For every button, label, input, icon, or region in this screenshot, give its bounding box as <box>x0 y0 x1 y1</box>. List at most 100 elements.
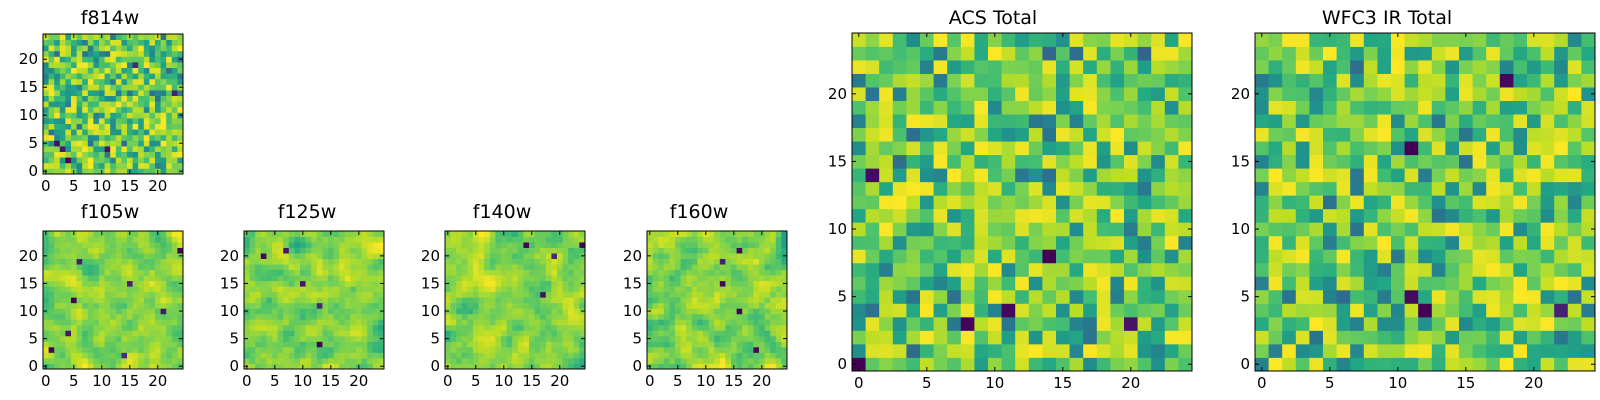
f140w-cell-10-9 <box>501 313 507 320</box>
f125w-cell-14-13 <box>322 291 329 298</box>
f105w-cell-4-19 <box>65 258 72 265</box>
wfc3-ir-total-cell-15-5 <box>1459 289 1473 304</box>
f140w-cell-0-7 <box>445 324 451 331</box>
f125w-cell-8-5 <box>288 335 295 342</box>
f814w-cell-11-21 <box>104 50 111 57</box>
f140w-cell-10-14 <box>501 286 507 293</box>
acs-total-cell-8-14 <box>960 168 975 183</box>
acs-total-cell-13-6 <box>1028 276 1043 291</box>
acs-total-axes-frame <box>851 32 1193 372</box>
f140w-cell-10-2 <box>501 352 507 359</box>
f160w-cell-16-1 <box>736 357 743 364</box>
f160w-cell-13-4 <box>719 341 726 348</box>
f814w-cell-0-6 <box>43 134 49 141</box>
f105w-cell-10-17 <box>99 269 105 276</box>
f814w-cell-13-12 <box>115 101 122 108</box>
acs-total-cell-16-6 <box>1069 276 1084 291</box>
wfc3-ir-total-cell-1-21 <box>1268 73 1283 88</box>
f140w-cell-23-20 <box>573 253 580 259</box>
f814w-cell-20-19 <box>155 62 161 68</box>
f105w-cell-18-22 <box>143 242 150 248</box>
acs-total-cell-20-24 <box>1124 33 1138 47</box>
f105w-cell-18-0 <box>143 363 150 370</box>
f105w-xtick-label-0: 0 <box>41 372 51 390</box>
f105w-cell-22-11 <box>166 302 173 309</box>
f160w-cell-17-16 <box>742 275 749 282</box>
wfc3-ir-total-cell-5-1 <box>1323 343 1337 358</box>
f140w-cell-7-14 <box>484 286 491 293</box>
f160w-cell-6-20 <box>680 253 687 259</box>
f140w-cell-7-8 <box>484 319 491 326</box>
wfc3-ir-total-cell-17-1 <box>1486 343 1501 358</box>
f125w-cell-12-23 <box>311 236 318 243</box>
f105w-cell-12-2 <box>110 352 117 359</box>
f125w-cell-19-1 <box>350 357 357 364</box>
f105w-cell-14-13 <box>121 291 128 298</box>
f160w-cell-22-23 <box>770 236 777 243</box>
f160w-cell-4-12 <box>669 297 676 304</box>
f125w-cell-6-4 <box>277 341 284 348</box>
f140w-cell-3-0 <box>461 363 468 370</box>
f105w-cell-9-7 <box>93 324 100 331</box>
acs-total-cell-15-18 <box>1056 114 1070 129</box>
f125w-cell-23-2 <box>372 352 379 359</box>
f105w-cell-21-24 <box>160 231 167 237</box>
f125w-cell-18-19 <box>344 258 351 265</box>
f140w-cell-19-14 <box>551 286 558 293</box>
f125w-cell-23-11 <box>372 302 379 309</box>
acs-total-cell-18-21 <box>1096 73 1111 88</box>
f160w-cell-22-11 <box>770 302 777 309</box>
f125w-cell-14-0 <box>322 363 329 370</box>
f125w-cell-15-23 <box>328 236 334 243</box>
acs-total-cell-9-10 <box>974 222 989 237</box>
acs-total-cell-12-7 <box>1015 262 1030 277</box>
f140w-cell-1-7 <box>450 324 457 331</box>
f125w-cell-10-15 <box>300 280 306 287</box>
f814w-cell-0-18 <box>43 67 49 74</box>
f125w-cell-6-14 <box>277 286 284 293</box>
acs-total-cell-9-1 <box>974 343 989 358</box>
f125w-cell-21-17 <box>361 269 368 276</box>
f140w-cell-3-1 <box>461 357 468 364</box>
f140w-cell-19-22 <box>551 242 558 248</box>
acs-total-cell-12-9 <box>1015 235 1030 250</box>
f105w-cell-1-8 <box>48 319 55 326</box>
f105w-cell-2-7 <box>54 324 61 331</box>
f105w-cell-19-9 <box>149 313 156 320</box>
f814w-cell-22-9 <box>166 118 173 124</box>
f125w-cell-16-5 <box>333 335 340 342</box>
f814w-cell-16-5 <box>132 140 139 147</box>
f814w-cell-24-4 <box>177 146 184 152</box>
f125w-cell-13-4 <box>316 341 323 348</box>
f125w-cell-19-17 <box>350 269 357 276</box>
f160w-cell-5-18 <box>675 264 681 271</box>
f125w-cell-7-19 <box>283 258 290 265</box>
f160w-cell-6-21 <box>680 247 687 254</box>
f125w-cell-21-10 <box>361 308 368 315</box>
acs-total-cell-13-16 <box>1028 141 1043 156</box>
f125w-cell-3-15 <box>260 280 267 287</box>
f160w-cell-8-6 <box>691 330 698 337</box>
f140w-cell-0-18 <box>445 264 451 271</box>
wfc3-ir-total-cell-5-7 <box>1323 262 1337 277</box>
f140w-cell-9-13 <box>495 291 502 298</box>
f160w-cell-4-21 <box>669 247 676 254</box>
f105w-cell-9-15 <box>93 280 100 287</box>
f160w-cell-11-11 <box>708 302 715 309</box>
f160w-cell-24-11 <box>781 302 788 309</box>
wfc3-ir-total-cell-4-19 <box>1309 100 1324 115</box>
wfc3-ir-total-cell-7-6 <box>1350 276 1365 291</box>
f814w-cell-2-18 <box>54 67 61 74</box>
f160w-cell-9-0 <box>697 363 704 370</box>
f160w-cell-20-15 <box>759 280 765 287</box>
f814w-cell-4-12 <box>65 101 72 108</box>
f125w-cell-24-14 <box>378 286 385 293</box>
wfc3-ir-total-cell-14-9 <box>1445 235 1460 250</box>
acs-total-cell-15-24 <box>1056 33 1070 47</box>
f160w-cell-20-20 <box>759 253 765 259</box>
f140w-cell-8-20 <box>489 253 496 259</box>
f125w-cell-9-14 <box>294 286 301 293</box>
f814w-cell-21-11 <box>160 106 167 113</box>
f140w-cell-11-6 <box>506 330 513 337</box>
f125w-cell-6-6 <box>277 330 284 337</box>
